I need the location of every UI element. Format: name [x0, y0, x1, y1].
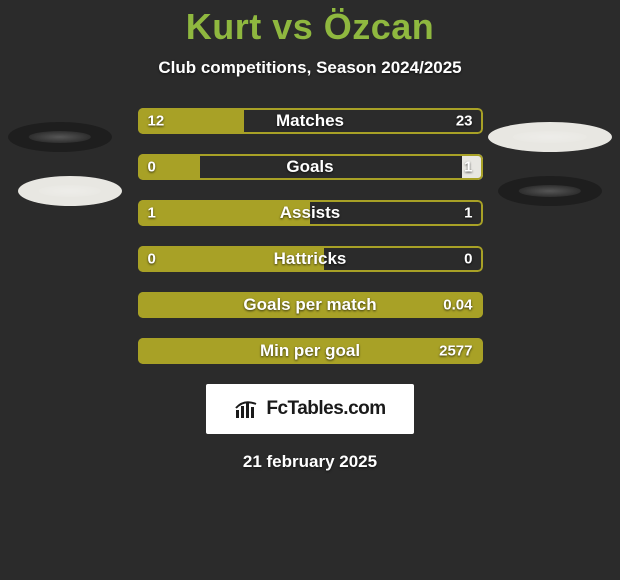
bars-column: 12 23 Matches 0 1 Goals 1 1 Assists 0 0 Hattricks 0.… [138, 108, 483, 364]
stat-row: 0 1 Goals [138, 154, 483, 180]
stat-value-right: 2577 [439, 343, 472, 360]
stat-row: 1 1 Assists [138, 200, 483, 226]
stat-label: Matches [276, 111, 344, 131]
stat-label: Goals per match [243, 295, 376, 315]
stat-value-right: 1 [464, 205, 472, 222]
player-badge [8, 122, 112, 152]
stat-value-right: 23 [456, 113, 473, 130]
source-logo-text: FcTables.com [266, 398, 385, 420]
stat-label: Min per goal [260, 341, 360, 361]
stat-value-right: 0.04 [443, 297, 472, 314]
comparison-infographic: Kurt vs Özcan Club competitions, Season … [0, 0, 620, 580]
stat-row: 0 0 Hattricks [138, 246, 483, 272]
player-badge [488, 122, 612, 152]
player-badge [498, 176, 602, 206]
stat-value-right: 0 [464, 251, 472, 268]
stat-value-left: 0 [148, 159, 156, 176]
page-title: Kurt vs Özcan [0, 0, 620, 48]
stat-row: 2577 Min per goal [138, 338, 483, 364]
stat-label: Goals [286, 157, 333, 177]
page-subtitle: Club competitions, Season 2024/2025 [0, 58, 620, 78]
stat-value-left: 0 [148, 251, 156, 268]
barchart-icon [234, 398, 260, 420]
player-badge [18, 176, 122, 206]
stat-row: 0.04 Goals per match [138, 292, 483, 318]
source-logo: FcTables.com [206, 384, 414, 434]
stat-label: Hattricks [274, 249, 347, 269]
stat-value-right: 1 [464, 159, 472, 176]
stat-label: Assists [280, 203, 340, 223]
stat-value-left: 1 [148, 205, 156, 222]
footer-date: 21 february 2025 [0, 452, 620, 472]
stat-row: 12 23 Matches [138, 108, 483, 134]
stat-value-left: 12 [148, 113, 165, 130]
